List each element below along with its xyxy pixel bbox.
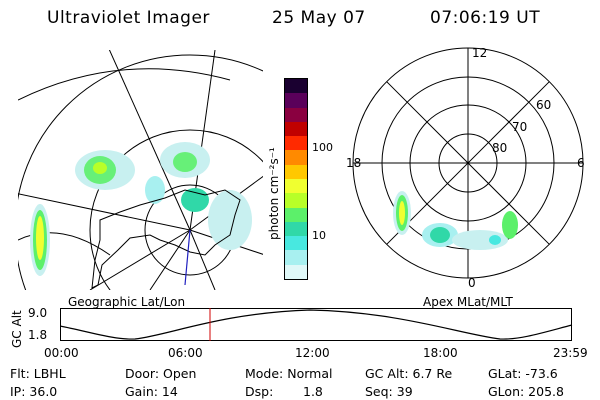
altitude-ytick-low: 1.8	[28, 328, 48, 342]
gain-status: Gain: 14	[125, 384, 178, 399]
instrument-title: Ultraviolet Imager	[47, 8, 210, 28]
flt-status: Flt: LBHL	[10, 366, 66, 381]
gc-alt-status: GC Alt: 6.7 Re	[365, 366, 453, 381]
altitude-ylabel: GC Alt	[10, 310, 24, 348]
geographic-map	[18, 50, 263, 290]
mode-status: Mode: Normal	[245, 366, 333, 381]
dsp-label: Dsp:	[245, 384, 274, 399]
colorbar-unit-label: photon cm⁻²s⁻¹	[267, 147, 281, 240]
door-status: Door: Open	[125, 366, 197, 381]
colorbar-tick-100: 100	[312, 141, 333, 154]
xtick-1200: 12:00	[295, 346, 330, 360]
glat-status: GLat: -73.6	[488, 366, 558, 381]
date-label: 25 May 07	[272, 8, 366, 28]
xtick-0600: 06:00	[168, 346, 203, 360]
colorbar	[284, 78, 308, 280]
continent-outline	[91, 189, 241, 289]
xtick-1800: 18:00	[423, 346, 458, 360]
mlt-label-left: 18	[346, 156, 362, 170]
altitude-ytick-high: 9.0	[28, 306, 48, 320]
altitude-plot	[60, 308, 573, 341]
colorbar-tick-10: 10	[312, 229, 326, 242]
polar-map	[352, 47, 584, 279]
lat-label-60: 60	[536, 98, 552, 112]
glon-status: GLon: 205.8	[488, 384, 564, 399]
geographic-label: Geographic Lat/Lon	[68, 295, 186, 309]
lat-label-70: 70	[512, 120, 528, 134]
aurora-emission	[30, 142, 252, 276]
lat-label-80: 80	[492, 141, 508, 155]
xtick-0000: 00:00	[44, 346, 79, 360]
mlt-label-top: 12	[472, 46, 488, 60]
apex-label: Apex MLat/MLT	[423, 295, 513, 309]
xtick-2359: 23:59	[553, 346, 588, 360]
mlt-label-bottom: 0	[468, 276, 476, 290]
time-label: 07:06:19 UT	[430, 8, 541, 28]
dsp-value: 1.8	[303, 384, 323, 399]
track-line	[184, 229, 191, 286]
seq-status: Seq: 39	[365, 384, 413, 399]
aurora-oval	[393, 191, 518, 250]
mlt-label-right: 6	[577, 156, 585, 170]
ip-status: IP: 36.0	[10, 384, 58, 399]
altitude-curve	[60, 309, 573, 340]
